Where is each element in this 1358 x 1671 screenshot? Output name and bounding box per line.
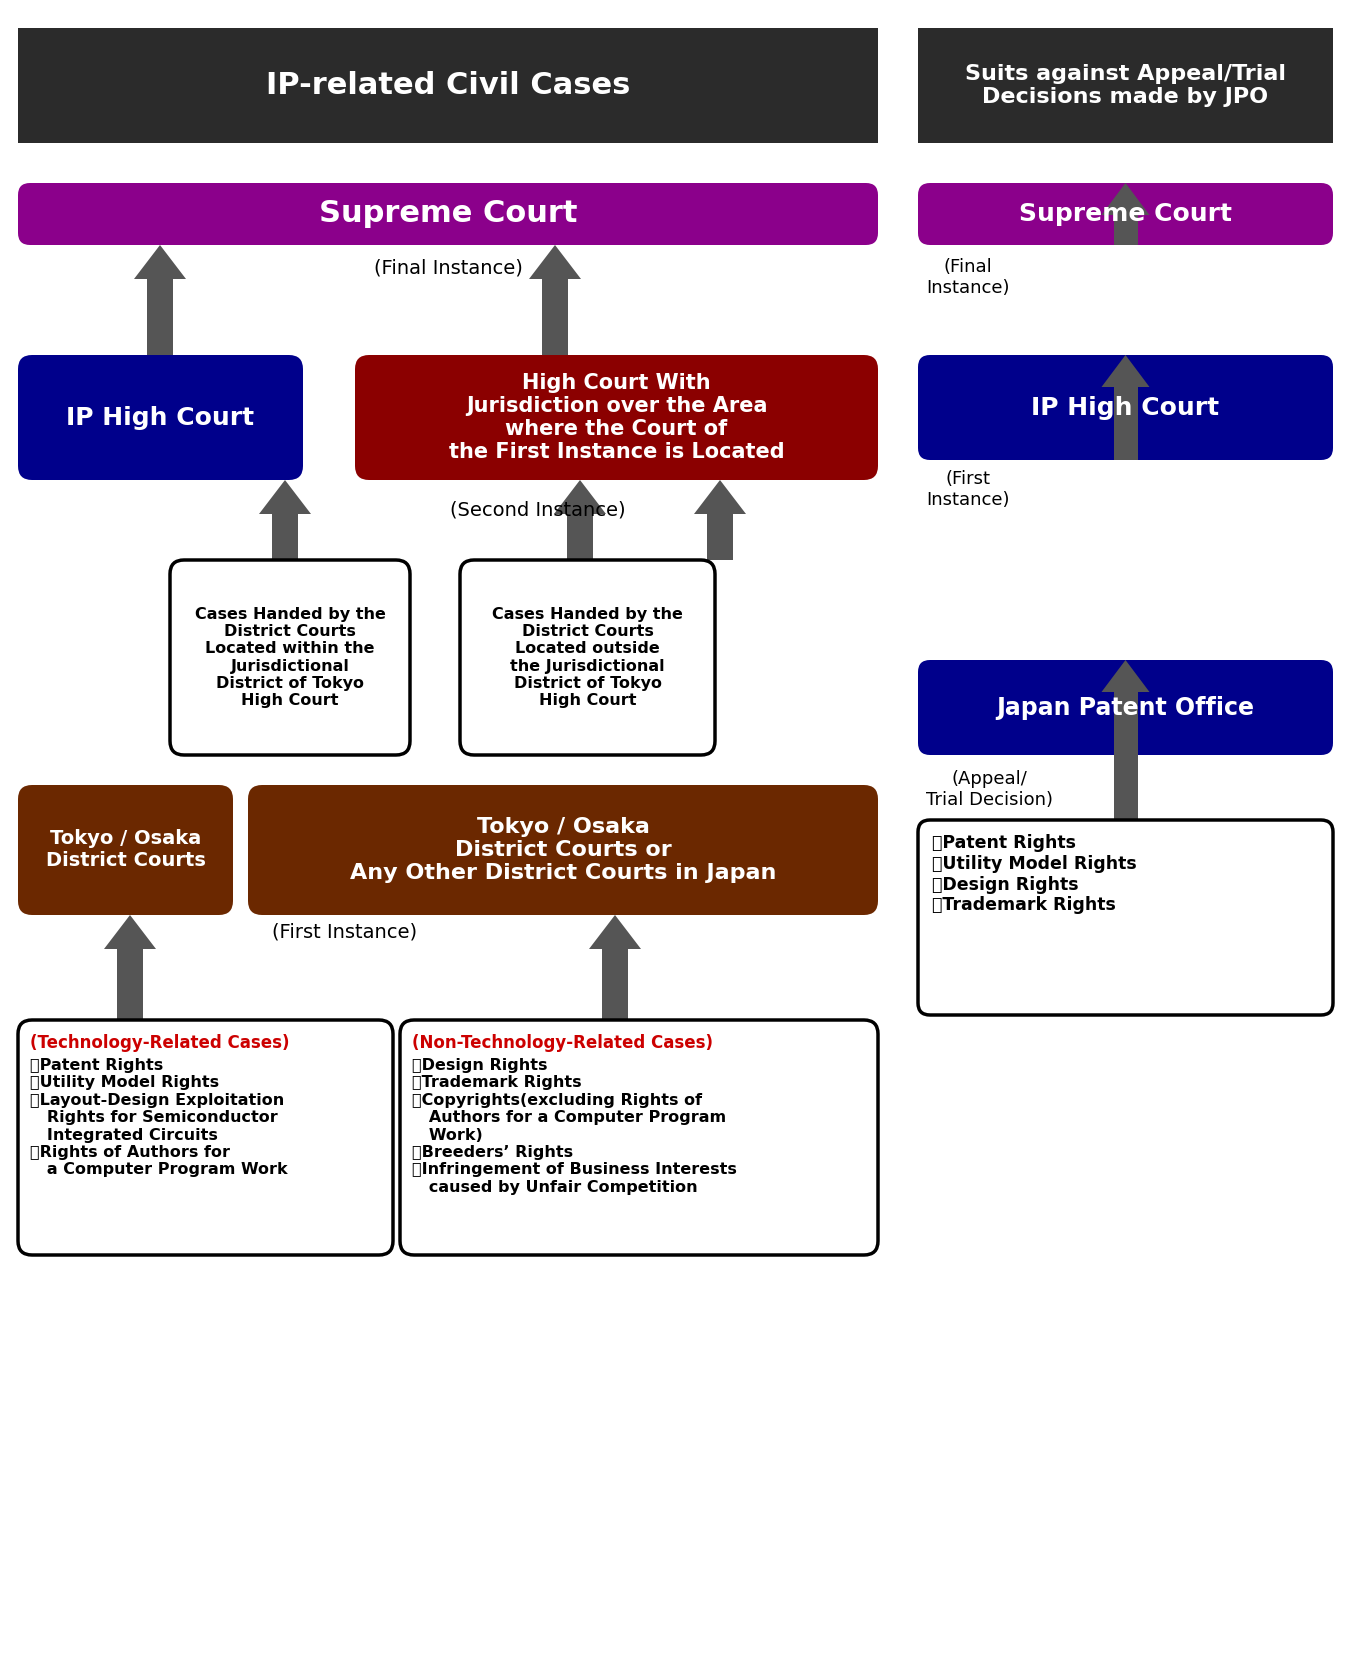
- Text: ・Patent Rights
・Utility Model Rights
・Design Rights
・Trademark Rights: ・Patent Rights ・Utility Model Rights ・De…: [932, 834, 1137, 914]
- FancyBboxPatch shape: [918, 354, 1334, 460]
- Text: IP High Court: IP High Court: [67, 406, 254, 429]
- FancyBboxPatch shape: [354, 354, 879, 480]
- Text: (Second Instance): (Second Instance): [449, 500, 626, 520]
- FancyBboxPatch shape: [460, 560, 716, 755]
- Bar: [1114, 692, 1138, 820]
- Bar: [18, 28, 879, 144]
- Text: ・Patent Rights
・Utility Model Rights
・Layout-Design Exploitation
   Rights for S: ・Patent Rights ・Utility Model Rights ・La…: [30, 1058, 288, 1178]
- Text: High Court With
Jurisdiction over the Area
where the Court of
the First Instance: High Court With Jurisdiction over the Ar…: [448, 373, 785, 463]
- Text: (Appeal/
Trial Decision): (Appeal/ Trial Decision): [926, 770, 1052, 809]
- Text: Suits against Appeal/Trial
Decisions made by JPO: Suits against Appeal/Trial Decisions mad…: [966, 63, 1286, 107]
- FancyBboxPatch shape: [18, 354, 303, 480]
- Text: IP High Court: IP High Court: [1032, 396, 1219, 419]
- FancyBboxPatch shape: [918, 660, 1334, 755]
- Polygon shape: [1101, 184, 1149, 216]
- Text: (Final
Instance): (Final Instance): [926, 257, 1009, 297]
- Text: Supreme Court: Supreme Court: [319, 199, 577, 229]
- Polygon shape: [554, 480, 606, 515]
- Text: Tokyo / Osaka
District Courts or
Any Other District Courts in Japan: Tokyo / Osaka District Courts or Any Oth…: [350, 817, 777, 884]
- Bar: [272, 515, 297, 560]
- FancyBboxPatch shape: [18, 785, 234, 916]
- Text: Cases Handed by the
District Courts
Located within the
Jurisdictional
District o: Cases Handed by the District Courts Loca…: [194, 607, 386, 709]
- Bar: [147, 279, 172, 354]
- FancyBboxPatch shape: [401, 1019, 879, 1255]
- Bar: [918, 28, 1334, 144]
- Text: ・Design Rights
・Trademark Rights
・Copyrights(excluding Rights of
   Authors for : ・Design Rights ・Trademark Rights ・Copyri…: [411, 1058, 737, 1195]
- Text: (First Instance): (First Instance): [273, 922, 417, 942]
- FancyBboxPatch shape: [170, 560, 410, 755]
- Bar: [542, 279, 568, 354]
- FancyBboxPatch shape: [18, 1019, 392, 1255]
- Polygon shape: [694, 480, 746, 515]
- FancyBboxPatch shape: [249, 785, 879, 916]
- Polygon shape: [1101, 354, 1149, 388]
- Polygon shape: [134, 246, 186, 279]
- Bar: [1114, 388, 1138, 460]
- Bar: [1114, 216, 1138, 246]
- Polygon shape: [530, 246, 581, 279]
- FancyBboxPatch shape: [918, 820, 1334, 1014]
- FancyBboxPatch shape: [918, 184, 1334, 246]
- Bar: [602, 949, 627, 1019]
- Bar: [117, 949, 143, 1019]
- Text: (Technology-Related Cases): (Technology-Related Cases): [30, 1034, 289, 1053]
- Polygon shape: [105, 916, 156, 949]
- FancyBboxPatch shape: [18, 184, 879, 246]
- Text: Supreme Court: Supreme Court: [1018, 202, 1232, 226]
- Polygon shape: [259, 480, 311, 515]
- Text: Japan Patent Office: Japan Patent Office: [997, 695, 1255, 720]
- Text: (First
Instance): (First Instance): [926, 470, 1009, 508]
- Polygon shape: [589, 916, 641, 949]
- Text: (Final Instance): (Final Instance): [373, 257, 523, 277]
- Text: (Non-Technology-Related Cases): (Non-Technology-Related Cases): [411, 1034, 713, 1053]
- Bar: [568, 515, 593, 560]
- Text: IP-related Civil Cases: IP-related Civil Cases: [266, 70, 630, 100]
- Text: Tokyo / Osaka
District Courts: Tokyo / Osaka District Courts: [46, 829, 205, 871]
- Polygon shape: [1101, 660, 1149, 692]
- Bar: [708, 515, 733, 560]
- Text: Cases Handed by the
District Courts
Located outside
the Jurisdictional
District : Cases Handed by the District Courts Loca…: [492, 607, 683, 709]
